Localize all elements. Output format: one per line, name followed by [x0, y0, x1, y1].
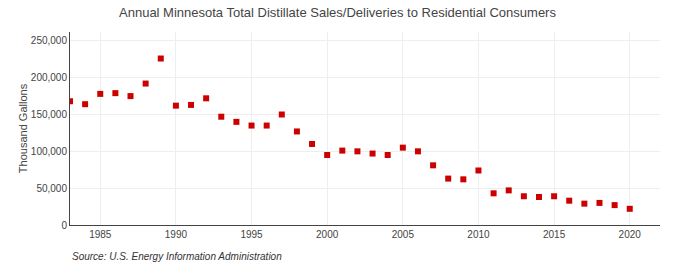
svg-text:150,000: 150,000 — [31, 109, 68, 120]
svg-text:250,000: 250,000 — [31, 35, 68, 46]
svg-text:Source: U.S. Energy Informatio: Source: U.S. Energy Information Administ… — [72, 251, 282, 262]
svg-text:2020: 2020 — [619, 229, 642, 240]
svg-text:1995: 1995 — [240, 229, 263, 240]
svg-text:200,000: 200,000 — [31, 72, 68, 83]
svg-text:50,000: 50,000 — [36, 183, 67, 194]
svg-text:2000: 2000 — [316, 229, 339, 240]
svg-text:Annual Minnesota Total Distill: Annual Minnesota Total Distillate Sales/… — [119, 5, 556, 20]
svg-text:2005: 2005 — [392, 229, 415, 240]
svg-text:Thousand Gallons: Thousand Gallons — [17, 83, 29, 173]
svg-text:1985: 1985 — [89, 229, 112, 240]
svg-text:1990: 1990 — [165, 229, 188, 240]
svg-text:100,000: 100,000 — [31, 146, 68, 157]
svg-text:0: 0 — [61, 220, 67, 231]
svg-text:2010: 2010 — [467, 229, 490, 240]
svg-text:2015: 2015 — [543, 229, 566, 240]
